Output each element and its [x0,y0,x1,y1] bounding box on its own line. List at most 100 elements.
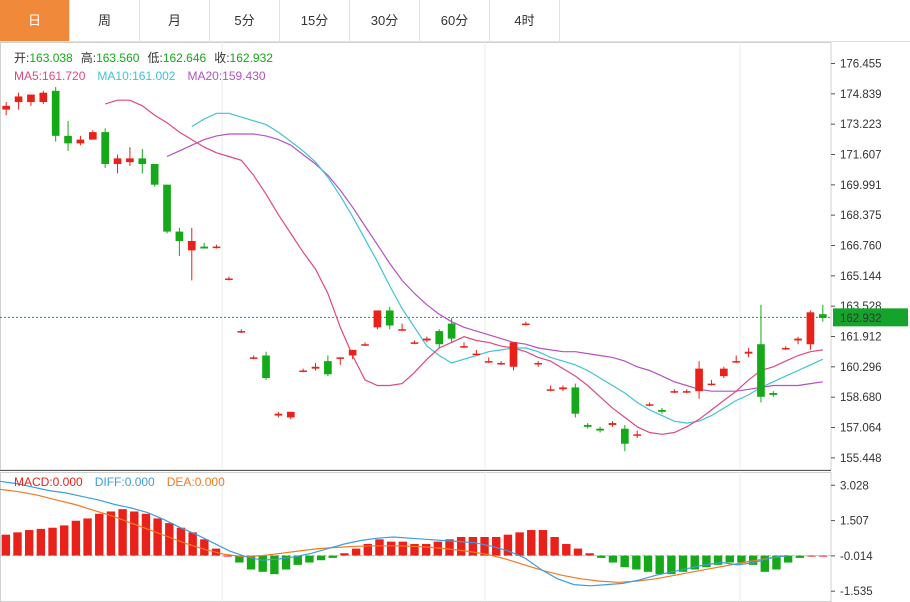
candle [460,342,468,348]
macd-bar [351,548,361,556]
candle-body [435,331,444,345]
tab-2[interactable]: 月 [140,0,210,41]
candle-body [212,246,221,249]
candle [126,147,134,166]
price-tick-label: 168.375 [840,210,882,222]
macd-bar [363,543,372,556]
macd-bar [223,555,232,557]
macd-bar [760,555,769,572]
price-tick-label: 176.455 [840,58,882,70]
legend-name: MA10: [97,69,132,83]
candle [818,304,827,322]
candle [274,411,283,418]
candle [76,135,85,146]
candle-body [744,351,753,354]
macd-bar [480,537,489,556]
macd-bar [36,528,46,556]
macd-bar [783,555,793,563]
candle-body [373,310,382,328]
tab-7[interactable]: 4时 [490,0,560,41]
candle-body [695,368,703,392]
price-tick-label: 166.760 [840,240,882,252]
candle-body [14,96,23,103]
macd-bar [71,520,81,556]
candle-body [769,393,778,395]
candle [447,317,456,343]
macd-bar [83,518,92,556]
candle-body [348,349,357,356]
candle [435,329,444,348]
candle-body [324,361,332,375]
candle-body [645,404,654,406]
dea-line [0,488,788,583]
candle-body [249,357,258,359]
candle [608,421,617,427]
candle [237,329,246,333]
macd-bar [818,555,828,557]
candle-body [361,344,369,346]
legend-value: 0.000 [195,475,225,489]
tab-0[interactable]: 日 [0,0,70,41]
macd-bar [281,555,291,570]
candle-body [410,342,419,344]
candle [262,351,270,380]
macd-bar [538,530,548,556]
candle [658,408,666,414]
candle-body [794,338,802,341]
tab-6[interactable]: 60分 [420,0,490,41]
macd-bar [293,555,302,565]
legend-value: 0.000 [125,475,155,489]
candle [596,426,604,433]
tab-3[interactable]: 5分 [210,0,280,41]
candle-body [163,184,171,232]
macd-bar [690,555,699,570]
candle-body [299,370,307,373]
macd-bar [48,527,57,556]
tab-4[interactable]: 15分 [280,0,350,41]
candle-body [522,323,530,326]
candle [621,424,629,452]
macd-bar [795,555,805,558]
candle-body [757,344,765,397]
legend-name: MA5: [14,69,42,83]
macd-bar [24,530,34,556]
macd-bar [562,543,571,556]
macd-bar [725,555,734,563]
macd-bar [328,555,337,558]
ohlc-label: 高: [81,50,96,65]
price-tick-label: 155.448 [840,453,882,465]
candle-body [460,346,468,348]
macd-bar [573,548,583,556]
macd-bar [130,511,139,556]
tab-1[interactable]: 周 [70,0,140,41]
period-tabs: 日周月 5分 15分 30分 60分 4时 [0,0,910,42]
macd-bar [13,532,22,556]
legend-value: 161.720 [42,69,86,83]
ma10-line [191,112,824,424]
macd-bar [375,539,384,556]
candle-body [719,368,728,377]
macd-tick-label: -1.535 [840,586,873,598]
candle-body [596,428,604,431]
candle-body [509,342,518,367]
macd-bar [702,555,711,568]
candle-body [126,158,134,163]
candle [695,361,703,399]
macd-bar [503,534,513,556]
macd-bar [492,537,501,556]
ohlc-legend: 开:163.038 高:163.560 低:162.646 收:162.932 [14,50,273,65]
candle [534,361,543,367]
candle [732,355,741,363]
macd-bar [421,543,431,556]
candle [645,402,654,407]
tab-5[interactable]: 30分 [350,0,420,41]
candle-body [546,389,555,391]
ohlc-value: 162.646 [163,51,207,65]
candle-body [781,347,790,350]
candle [373,310,382,330]
candle [225,276,233,281]
candle [14,92,23,110]
candle [670,389,679,394]
candle-body [423,338,431,341]
candle [101,128,110,168]
